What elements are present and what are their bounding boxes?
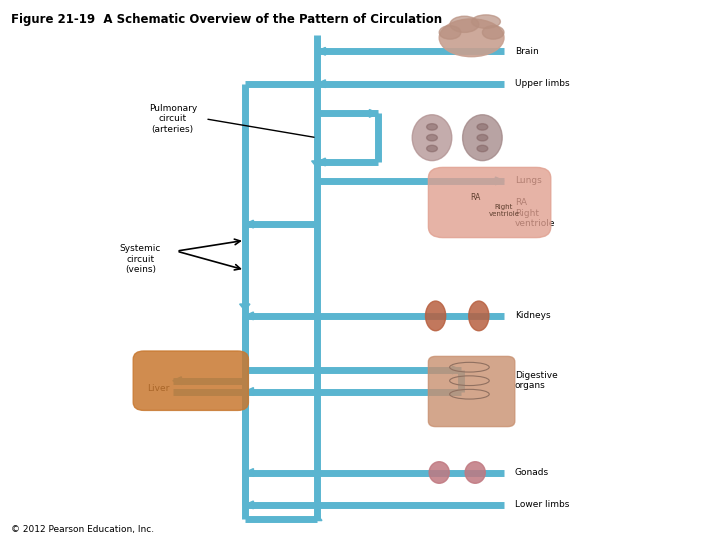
- Polygon shape: [173, 377, 181, 384]
- Text: RA: RA: [515, 198, 527, 207]
- Ellipse shape: [439, 25, 461, 39]
- Polygon shape: [317, 158, 325, 166]
- Polygon shape: [245, 501, 253, 509]
- Text: Right
ventriole: Right ventriole: [515, 209, 555, 228]
- Ellipse shape: [477, 124, 488, 130]
- Polygon shape: [317, 80, 325, 87]
- FancyBboxPatch shape: [133, 351, 248, 410]
- FancyBboxPatch shape: [428, 167, 551, 238]
- Ellipse shape: [477, 145, 488, 152]
- Polygon shape: [240, 304, 250, 310]
- Text: © 2012 Pearson Education, Inc.: © 2012 Pearson Education, Inc.: [11, 524, 154, 534]
- Text: Liver: Liver: [147, 384, 170, 393]
- Ellipse shape: [477, 134, 488, 141]
- Ellipse shape: [426, 145, 438, 152]
- Text: Figure 21-19  A Schematic Overview of the Pattern of Circulation: Figure 21-19 A Schematic Overview of the…: [11, 14, 442, 26]
- Ellipse shape: [465, 462, 485, 483]
- FancyBboxPatch shape: [428, 356, 515, 427]
- Ellipse shape: [482, 25, 504, 39]
- Text: Pulmonary
circuit
(arteries): Pulmonary circuit (arteries): [148, 104, 197, 134]
- Ellipse shape: [429, 462, 449, 483]
- Polygon shape: [369, 110, 378, 117]
- Polygon shape: [245, 220, 253, 228]
- Ellipse shape: [426, 134, 438, 141]
- Ellipse shape: [450, 16, 479, 32]
- Ellipse shape: [439, 19, 504, 57]
- Polygon shape: [317, 48, 325, 55]
- Text: Kidneys: Kidneys: [515, 312, 550, 320]
- Text: Lungs: Lungs: [515, 177, 541, 185]
- Ellipse shape: [412, 115, 452, 161]
- Text: Lower limbs: Lower limbs: [515, 501, 570, 509]
- Text: Right
ventriole: Right ventriole: [488, 204, 520, 217]
- Ellipse shape: [469, 301, 489, 330]
- Polygon shape: [312, 161, 322, 167]
- Polygon shape: [245, 388, 253, 395]
- Text: Brain: Brain: [515, 47, 539, 56]
- Text: Systemic
circuit
(veins): Systemic circuit (veins): [120, 244, 161, 274]
- Text: Digestive
organs: Digestive organs: [515, 371, 557, 390]
- Text: Gonads: Gonads: [515, 468, 549, 477]
- Ellipse shape: [426, 124, 438, 130]
- Text: RA: RA: [470, 193, 480, 201]
- Ellipse shape: [426, 301, 446, 330]
- Polygon shape: [312, 514, 322, 521]
- Polygon shape: [245, 469, 253, 476]
- Ellipse shape: [472, 15, 500, 28]
- Polygon shape: [245, 312, 253, 320]
- Polygon shape: [495, 177, 504, 185]
- Polygon shape: [452, 366, 461, 374]
- Ellipse shape: [463, 115, 503, 161]
- Text: Upper limbs: Upper limbs: [515, 79, 570, 88]
